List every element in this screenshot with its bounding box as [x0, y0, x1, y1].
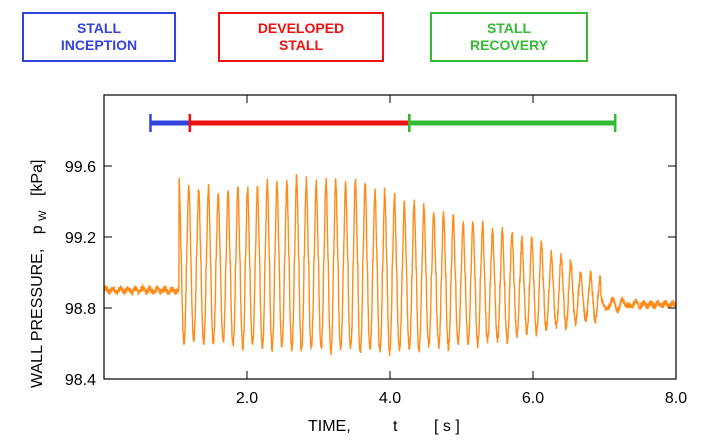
legend-box-stall-recovery: STALL RECOVERY	[430, 12, 588, 62]
y-axis-unit: [kPa]	[29, 160, 46, 196]
y-tick-label: 98.8	[65, 301, 96, 318]
x-tick-label: 8.0	[665, 390, 687, 407]
y-axis-symbol: p	[29, 225, 46, 234]
legend-box-stall-inception: STALL INCEPTION	[22, 12, 176, 62]
y-tick-label: 98.4	[65, 372, 96, 389]
y-tick-label: 99.6	[65, 159, 96, 176]
stage-bar-stall-inception	[149, 114, 192, 132]
stage-bar-stall-recovery	[408, 114, 617, 132]
x-tick-label: 4.0	[379, 390, 401, 407]
x-axis-symbol: t	[393, 418, 398, 435]
legend-text-stall-inception: STALL INCEPTION	[60, 20, 138, 53]
x-axis-unit: [ s ]	[434, 418, 460, 435]
legend-box-developed-stall: DEVELOPED STALL	[218, 12, 384, 62]
legend-text-developed-stall: DEVELOPED STALL	[257, 20, 345, 53]
x-tick-label: 6.0	[522, 390, 544, 407]
x-tick-label: 2.0	[236, 390, 258, 407]
svg-text:WALL PRESSURE, p: WALL PRESSURE, p W [kPa]	[29, 160, 50, 388]
stage-bar-developed-stall	[188, 114, 411, 132]
wall-pressure-series	[103, 173, 677, 356]
y-tick-label: 99.2	[65, 230, 96, 247]
x-axis-title: TIME,	[308, 418, 351, 435]
y-axis-name: WALL PRESSURE,	[29, 249, 46, 388]
y-axis-subscript: W	[37, 210, 49, 221]
legend-text-stall-recovery: STALL RECOVERY	[469, 20, 549, 53]
y-axis-title: WALL PRESSURE, p W [kPa]	[29, 160, 50, 388]
